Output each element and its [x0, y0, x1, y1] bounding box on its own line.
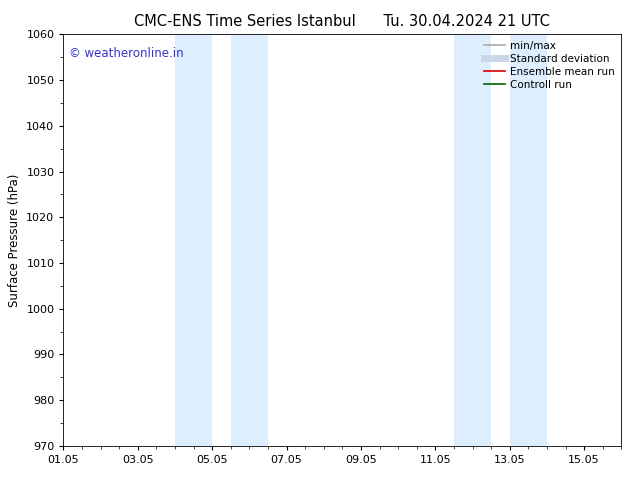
Legend: min/max, Standard deviation, Ensemble mean run, Controll run: min/max, Standard deviation, Ensemble me… [481, 37, 618, 93]
Text: © weatheronline.in: © weatheronline.in [69, 47, 184, 60]
Title: CMC-ENS Time Series Istanbul      Tu. 30.04.2024 21 UTC: CMC-ENS Time Series Istanbul Tu. 30.04.2… [134, 14, 550, 29]
Bar [175, 34, 212, 446]
Bar [231, 34, 268, 446]
Bar [454, 34, 491, 446]
Bar [510, 34, 547, 446]
Y-axis label: Surface Pressure (hPa): Surface Pressure (hPa) [8, 173, 21, 307]
